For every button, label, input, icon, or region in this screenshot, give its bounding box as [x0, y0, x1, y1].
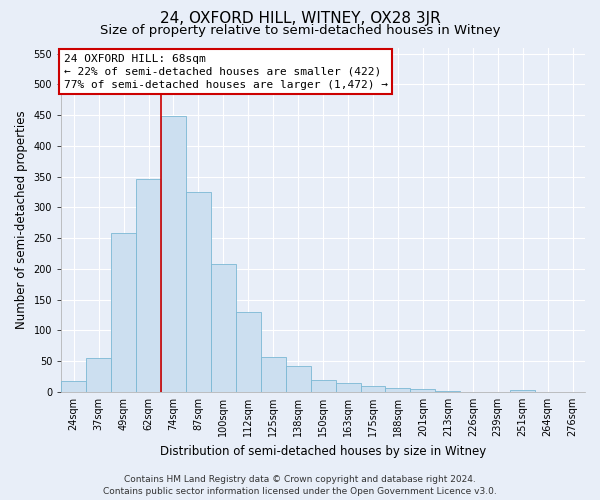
Text: 24 OXFORD HILL: 68sqm
← 22% of semi-detached houses are smaller (422)
77% of sem: 24 OXFORD HILL: 68sqm ← 22% of semi-deta… — [64, 54, 388, 90]
Bar — [136, 178, 161, 392]
Bar — [510, 390, 535, 392]
Bar — [410, 390, 436, 392]
Bar — [161, 116, 186, 392]
Text: Contains HM Land Registry data © Crown copyright and database right 2024.
Contai: Contains HM Land Registry data © Crown c… — [103, 474, 497, 496]
Bar — [236, 312, 261, 392]
Bar — [385, 388, 410, 392]
Bar — [311, 380, 335, 392]
X-axis label: Distribution of semi-detached houses by size in Witney: Distribution of semi-detached houses by … — [160, 444, 486, 458]
Bar — [186, 192, 211, 392]
Bar — [436, 390, 460, 392]
Y-axis label: Number of semi-detached properties: Number of semi-detached properties — [15, 110, 28, 329]
Bar — [335, 384, 361, 392]
Bar — [286, 366, 311, 392]
Bar — [211, 264, 236, 392]
Text: 24, OXFORD HILL, WITNEY, OX28 3JR: 24, OXFORD HILL, WITNEY, OX28 3JR — [160, 11, 440, 26]
Bar — [86, 358, 111, 392]
Bar — [111, 233, 136, 392]
Bar — [261, 357, 286, 392]
Text: Size of property relative to semi-detached houses in Witney: Size of property relative to semi-detach… — [100, 24, 500, 37]
Bar — [361, 386, 385, 392]
Bar — [61, 381, 86, 392]
